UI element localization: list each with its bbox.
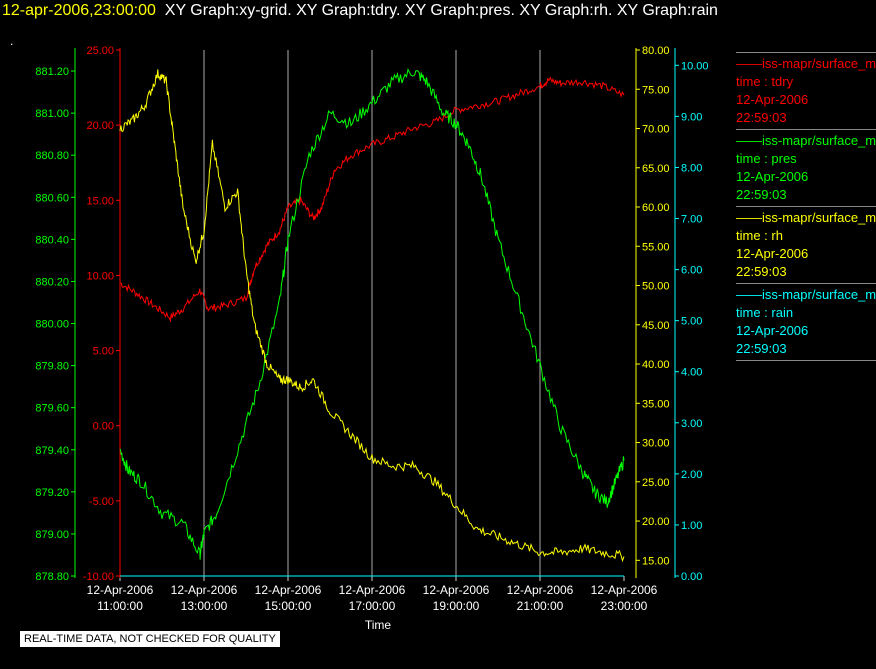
legend-divider <box>736 129 876 130</box>
series-line-pres <box>119 68 625 560</box>
legend-date: 12-Apr-2006 <box>736 92 809 107</box>
x-tick-label-date: 12-Apr-2006 <box>507 583 574 597</box>
header-graph-list: XY Graph:xy-grid. XY Graph:tdry. XY Grap… <box>164 2 718 19</box>
y-tick-label-rain: 10.00 <box>681 60 709 72</box>
y-tick-label-tdry: 10.00 <box>86 270 114 282</box>
x-tick-label-time: 13:00:00 <box>181 599 228 613</box>
legend-name: ——iss-mapr/surface_m <box>736 133 876 148</box>
y-tick-label-pres: 881.20 <box>35 66 69 78</box>
x-tick-label-date: 12-Apr-2006 <box>87 583 154 597</box>
y-tick-label-rh: 50.00 <box>642 281 670 293</box>
y-tick-label-rain: 6.00 <box>681 265 702 277</box>
legend-time: 22:59:03 <box>736 264 787 279</box>
y-tick-label-pres: 879.20 <box>35 487 69 499</box>
y-tick-label-pres: 880.60 <box>35 192 69 204</box>
legend-time: 22:59:03 <box>736 187 787 202</box>
y-tick-label-pres: 878.80 <box>35 571 69 583</box>
y-tick-label-pres: 879.00 <box>35 529 69 541</box>
y-tick-label-rh: 80.00 <box>642 45 670 57</box>
y-tick-label-tdry: 20.00 <box>86 120 114 132</box>
y-tick-label-rh: 20.00 <box>642 516 670 528</box>
y-tick-label-pres: 880.20 <box>35 276 69 288</box>
y-tick-label-tdry: 5.00 <box>93 346 114 358</box>
y-tick-label-tdry: 25.00 <box>86 45 114 57</box>
y-tick-label-tdry: 0.00 <box>93 421 114 433</box>
x-tick-label-date: 12-Apr-2006 <box>255 583 322 597</box>
graph-header: 12-apr-2006,23:00:00 XY Graph:xy-grid. X… <box>2 2 718 20</box>
y-tick-label-rh: 65.00 <box>642 163 670 175</box>
y-tick-label-rh: 25.00 <box>642 477 670 489</box>
series-line-rh <box>119 69 625 563</box>
y-tick-label-pres: 879.80 <box>35 361 69 373</box>
y-tick-label-pres: 880.40 <box>35 234 69 246</box>
y-tick-label-pres: 880.00 <box>35 319 69 331</box>
y-tick-label-rh: 55.00 <box>642 241 670 253</box>
legend-divider <box>736 360 876 361</box>
series-line-tdry <box>119 76 625 323</box>
legend-date: 12-Apr-2006 <box>736 169 809 184</box>
x-tick-label-time: 21:00:00 <box>517 599 564 613</box>
x-tick-label-time: 19:00:00 <box>433 599 480 613</box>
y-tick-label-rh: 35.00 <box>642 398 670 410</box>
x-tick-label-date: 12-Apr-2006 <box>423 583 490 597</box>
y-tick-label-rain: 0.00 <box>681 571 702 583</box>
header-datetime: 12-apr-2006,23:00:00 <box>2 2 156 19</box>
y-tick-label-rain: 1.00 <box>681 520 702 532</box>
y-tick-label-rh: 30.00 <box>642 438 670 450</box>
y-tick-label-rain: 7.00 <box>681 214 702 226</box>
x-tick-label-time: 17:00:00 <box>349 599 396 613</box>
y-tick-label-rh: 60.00 <box>642 202 670 214</box>
legend-divider <box>736 52 876 53</box>
y-tick-label-rain: 9.00 <box>681 111 702 123</box>
legend-time: 22:59:03 <box>736 110 787 125</box>
legend-name: ——iss-mapr/surface_m <box>736 210 876 225</box>
x-tick-label-time: 11:00:00 <box>97 599 143 613</box>
y-tick-label-rain: 8.00 <box>681 162 702 174</box>
x-tick-label-date: 12-Apr-2006 <box>339 583 406 597</box>
legend-name: ——iss-mapr/surface_m <box>736 56 876 71</box>
y-tick-label-rh: 75.00 <box>642 84 670 96</box>
y-tick-label-rain: 4.00 <box>681 367 702 379</box>
y-tick-label-tdry: -10.00 <box>83 571 114 583</box>
legend-date: 12-Apr-2006 <box>736 323 809 338</box>
legend: ——iss-mapr/surface_m time : tdry 12-Apr-20… <box>736 50 876 363</box>
quality-note: REAL-TIME DATA, NOT CHECKED FOR QUALITY <box>20 631 280 647</box>
y-tick-label-pres: 879.40 <box>35 445 69 457</box>
y-tick-label-rain: 2.00 <box>681 469 702 481</box>
x-tick-label-time: 23:00:00 <box>601 599 648 613</box>
legend-axes: time : rh <box>736 228 783 243</box>
y-tick-label-pres: 881.00 <box>35 108 69 120</box>
legend-axes: time : pres <box>736 151 797 166</box>
legend-axes: time : tdry <box>736 74 794 89</box>
y-tick-label-tdry: 15.00 <box>86 195 114 207</box>
y-tick-label-rain: 3.00 <box>681 418 702 430</box>
y-tick-label-tdry: -5.00 <box>89 496 114 508</box>
legend-date: 12-Apr-2006 <box>736 246 809 261</box>
x-tick-label-date: 12-Apr-2006 <box>171 583 238 597</box>
legend-name: ——iss-mapr/surface_m <box>736 287 876 302</box>
y-tick-label-pres: 880.80 <box>35 150 69 162</box>
y-tick-label-rh: 45.00 <box>642 320 670 332</box>
status-dot: . <box>10 34 14 48</box>
legend-divider <box>736 283 876 284</box>
x-axis-label: Time <box>365 618 392 632</box>
y-tick-label-pres: 879.60 <box>35 403 69 415</box>
y-tick-label-rh: 40.00 <box>642 359 670 371</box>
y-tick-label-rain: 5.00 <box>681 316 702 328</box>
y-tick-label-rh: 15.00 <box>642 555 670 567</box>
legend-divider <box>736 206 876 207</box>
legend-axes: time : rain <box>736 305 794 320</box>
y-tick-label-rh: 70.00 <box>642 124 670 136</box>
legend-time: 22:59:03 <box>736 341 787 356</box>
x-tick-label-time: 15:00:00 <box>265 599 312 613</box>
x-tick-label-date: 12-Apr-2006 <box>591 583 658 597</box>
